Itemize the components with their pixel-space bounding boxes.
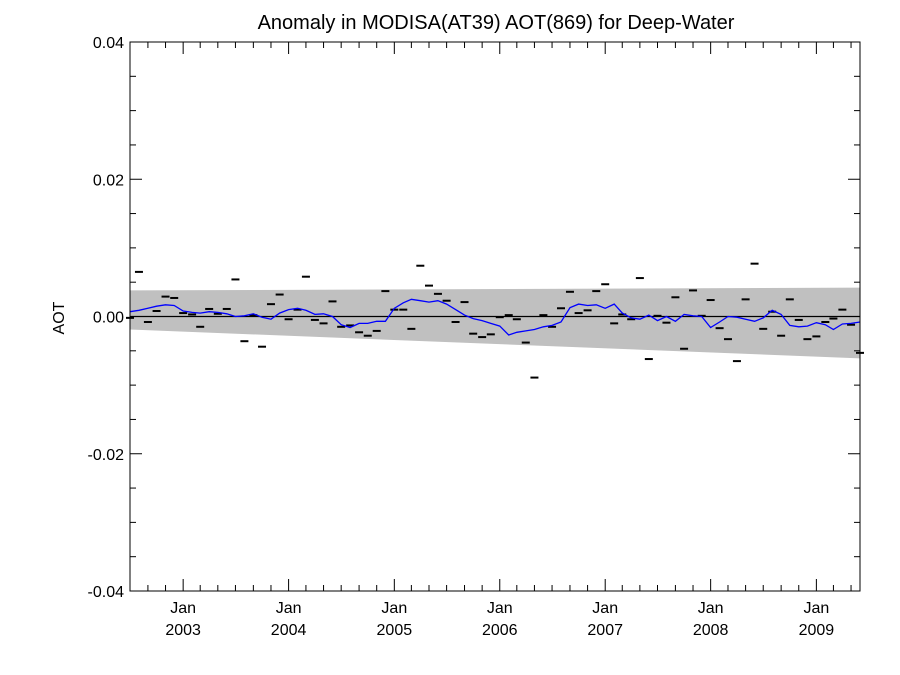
x-tick-label-year: 2003 (165, 622, 201, 639)
x-tick-label-year: 2007 (587, 622, 623, 639)
x-tick-label-month: Jan (276, 600, 302, 617)
confidence-band (130, 287, 860, 359)
x-tick-label-month: Jan (170, 600, 196, 617)
smoothed-anomaly-line (129, 298, 861, 336)
x-tick-label-month: Jan (487, 600, 513, 617)
x-tick-label-year: 2009 (799, 622, 835, 639)
plot-area: 0.04 0.02 0.00 -0.02 -0.04 Jan 2003 Jan 2004 Jan 2… (88, 35, 864, 639)
x-tick-label-year: 2005 (377, 622, 413, 639)
x-tick-label-month: Jan (381, 600, 407, 617)
y-tick-label: -0.04 (88, 584, 125, 601)
chart-title: Anomaly in MODISA(AT39) AOT(869) for Dee… (258, 12, 735, 34)
x-tick-label-month: Jan (803, 600, 829, 617)
y-axis-label: AOT (51, 301, 68, 334)
x-tick-label-year: 2006 (482, 622, 518, 639)
y-tick-label: 0.00 (93, 310, 124, 327)
x-tick-label-year: 2008 (693, 622, 729, 639)
y-tick-label: 0.02 (93, 172, 124, 189)
y-tick-label: 0.04 (93, 35, 124, 52)
y-tick-label: -0.02 (88, 447, 125, 464)
x-tick-label-month: Jan (698, 600, 724, 617)
x-tick-label-year: 2004 (271, 622, 307, 639)
x-tick-label-month: Jan (592, 600, 618, 617)
